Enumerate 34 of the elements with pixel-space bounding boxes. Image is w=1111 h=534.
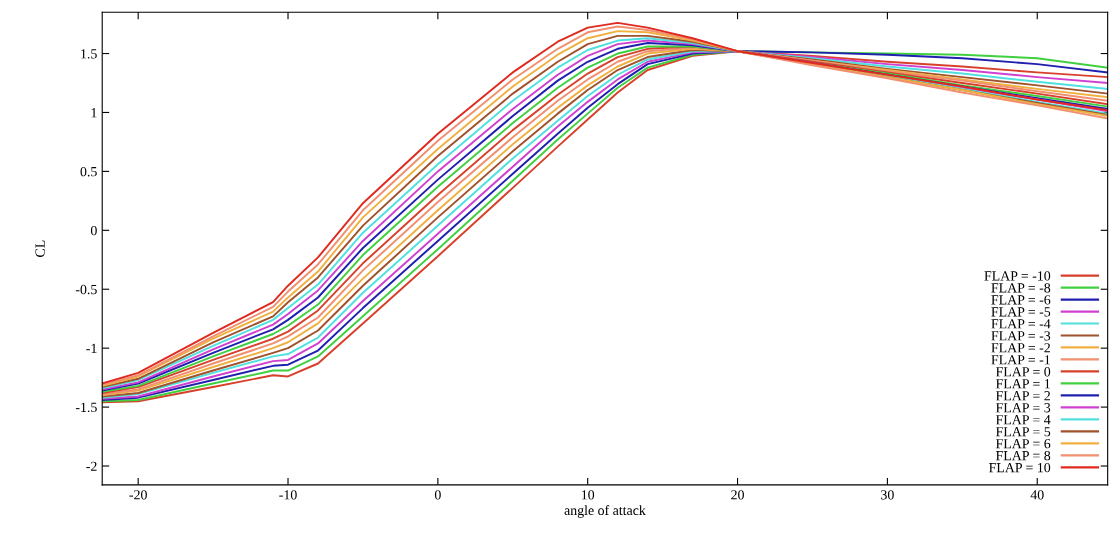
legend-label: FLAP = 10 [989,462,1051,473]
legend-label: FLAP = -2 [991,343,1050,353]
legend-label: FLAP = 0 [995,367,1051,377]
x-tick-label: -10 [279,490,297,500]
legend-label: FLAP = 3 [995,403,1051,413]
y-axis-title: CL [35,240,45,257]
legend-label: FLAP = 8 [995,450,1051,461]
legend-label: FLAP = -3 [991,331,1051,341]
x-axis-title: angle of attack [564,505,646,518]
y-tick-label: -0.5 [75,284,97,295]
legend-label: FLAP = 1 [995,379,1050,389]
legend-label: FLAP = 2 [995,391,1050,401]
legend-label: FLAP = -8 [991,283,1051,293]
x-tick-label: 0 [434,490,441,500]
y-tick-label: -1.5 [75,402,97,413]
legend-label: FLAP = 4 [995,415,1051,425]
x-tick-label: -20 [129,490,147,500]
x-tick-label: 20 [731,490,744,500]
legend-label: FLAP = -5 [991,307,1051,317]
y-tick-label: 1 [91,108,97,118]
legend-label: FLAP = -6 [991,295,1051,305]
y-tick-label: -1 [86,343,97,353]
y-tick-label: 0.5 [80,166,97,177]
x-tick-label: 40 [1030,490,1044,500]
legend-label: FLAP = -4 [991,319,1051,329]
legend-label: FLAP = 5 [995,427,1051,437]
legend-label: FLAP = -10 [984,271,1051,281]
x-tick-label: 30 [881,490,894,500]
y-tick-label: 1.5 [81,49,97,59]
legend-label: FLAP = -1 [991,355,1050,365]
y-tick-label: -2 [86,461,97,471]
legend-label: FLAP = 6 [995,439,1051,449]
y-tick-label: 0 [90,225,97,236]
x-tick-label: 10 [581,490,595,500]
